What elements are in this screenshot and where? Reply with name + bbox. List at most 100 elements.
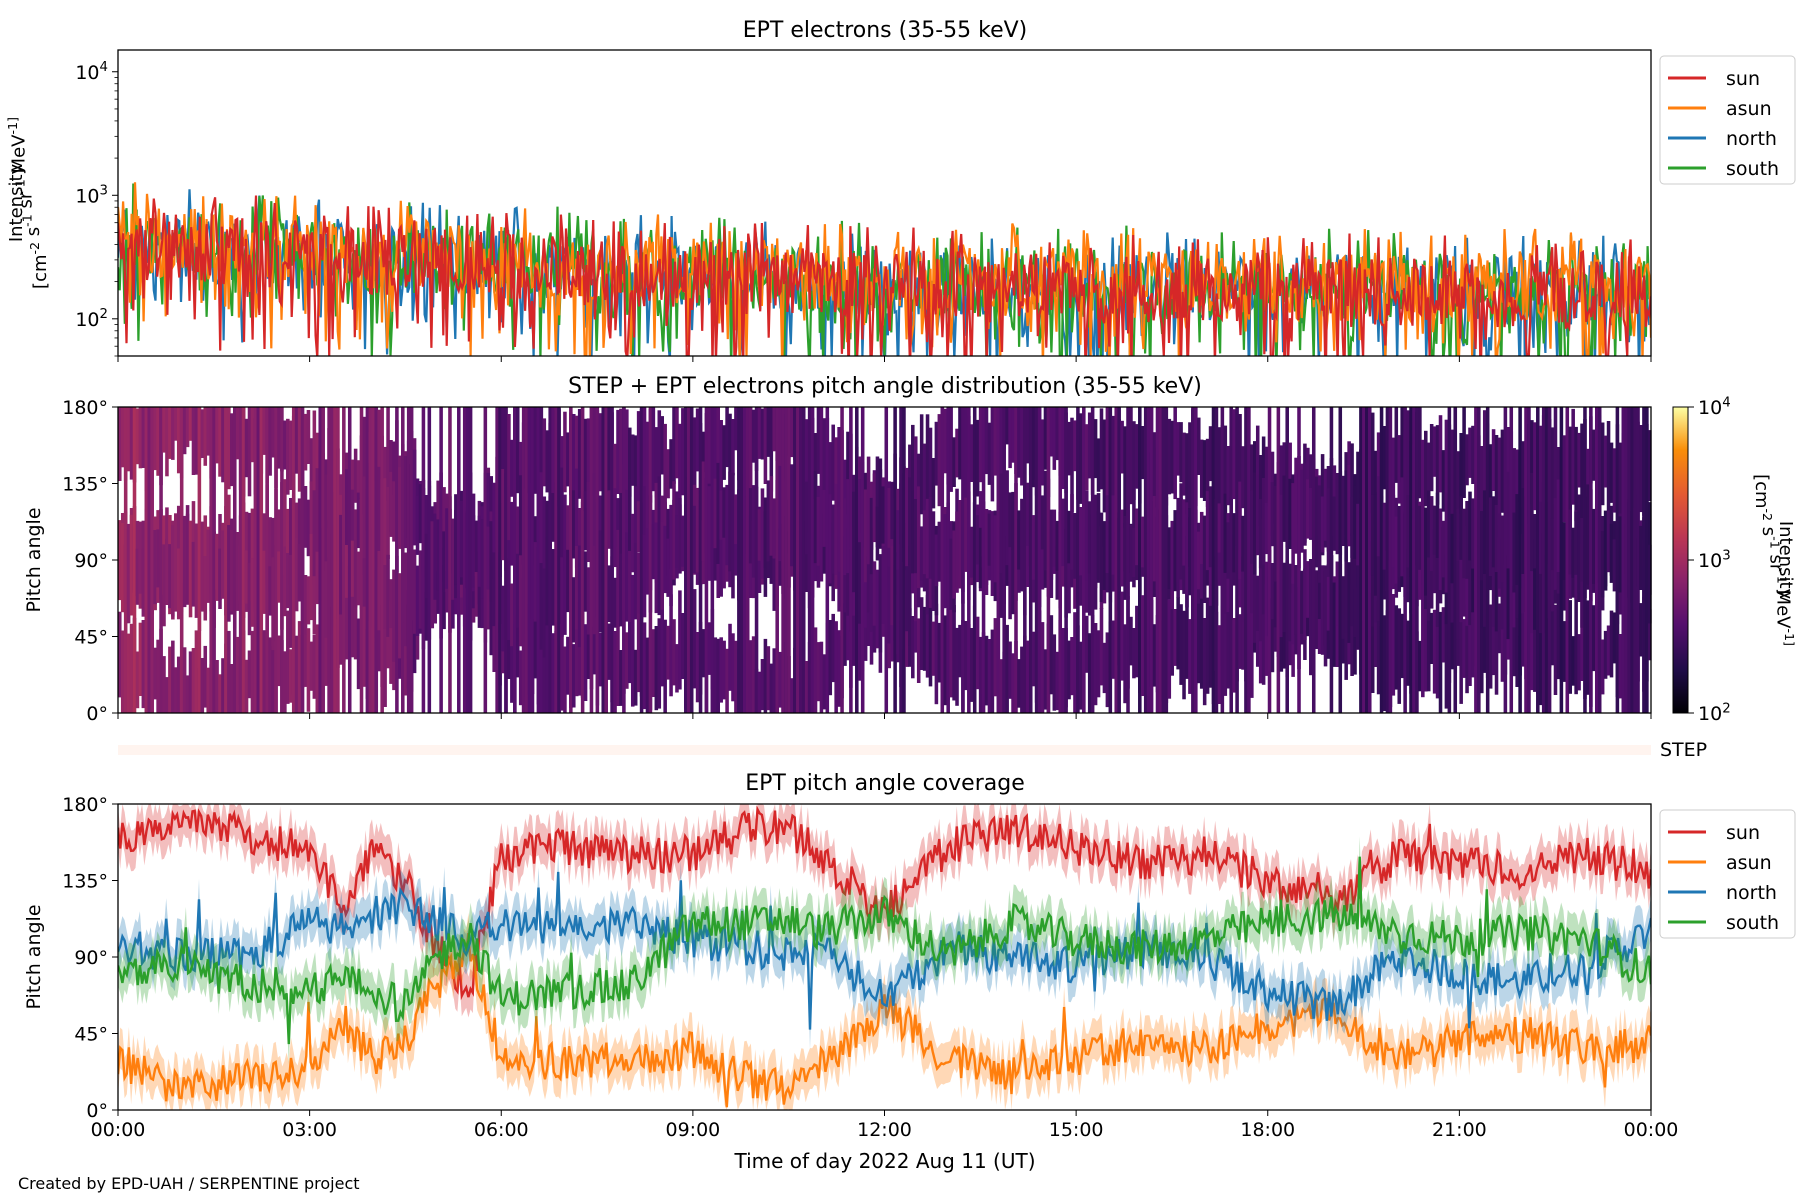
pad-cell (1123, 516, 1127, 600)
pad-cell (244, 550, 249, 604)
pad-cell (772, 498, 777, 559)
pad-cell (1373, 591, 1378, 667)
pad-cell (1270, 563, 1275, 620)
pad-cell (1550, 518, 1555, 571)
legend-label-south: south (1726, 912, 1779, 934)
pad-cell (801, 407, 806, 713)
pad-cell (1011, 491, 1015, 550)
pad-cell (1214, 407, 1219, 713)
pad-cell (1008, 518, 1012, 620)
pad-cell (1609, 442, 1614, 503)
pad-cell (660, 609, 664, 687)
pad-cell (1158, 407, 1163, 713)
pad-cell (197, 407, 202, 713)
pad-colorbar-ticks: 102 103 104 (1688, 395, 1731, 725)
pad-cell (1480, 511, 1484, 581)
pad-cell (978, 407, 983, 483)
pad-cell (350, 540, 355, 597)
pad-cell (415, 495, 420, 555)
pad-cell (1297, 407, 1301, 713)
pad-cell (919, 414, 924, 515)
pad-cell (451, 518, 455, 600)
pad-cell (1332, 582, 1337, 667)
pad-cell (1574, 593, 1578, 695)
pad-cell (1456, 451, 1460, 513)
pad-cell (353, 539, 358, 608)
intensity-x-ticks (117, 356, 1652, 362)
pad-cell (908, 545, 912, 646)
pad-cell (828, 442, 833, 523)
pad-cell (203, 407, 208, 466)
pad-cell (1533, 514, 1537, 569)
pad-cell (607, 490, 611, 549)
pad-cell (1459, 617, 1463, 704)
pad-cell (1429, 612, 1434, 664)
intensity-legend[interactable]: sun asun north south (1659, 55, 1796, 185)
pad-cell (1580, 598, 1584, 681)
pad-cell (165, 677, 169, 713)
pad-cell (259, 407, 264, 713)
pad-cell (1506, 427, 1511, 491)
pad-cell (1550, 604, 1555, 666)
pad-cell (804, 481, 809, 555)
pad-cell (563, 494, 567, 572)
pad-cell (1603, 435, 1608, 488)
pad-cell (174, 407, 178, 441)
pad-cell (1238, 414, 1242, 496)
pad-cell (1438, 611, 1443, 713)
pad-cell (840, 407, 844, 713)
pad-cell (1011, 407, 1015, 463)
pad-cell (1140, 426, 1145, 480)
pad-cell (1105, 495, 1110, 573)
pad-cell (294, 502, 299, 569)
pad-cell (1344, 537, 1348, 633)
coverage-y-ticks: 0° 45° 90° 135° 180° (62, 794, 118, 1122)
pad-cell (1412, 407, 1416, 713)
pad-cell (574, 415, 579, 477)
pad-cell (345, 559, 349, 660)
pad-cell (604, 407, 608, 713)
pad-cell (1482, 490, 1487, 574)
pad-cell (560, 624, 564, 711)
pad-cell (816, 407, 821, 474)
pad-cell (374, 407, 379, 713)
pad-cell (1217, 427, 1222, 522)
pad-cell (583, 551, 588, 612)
pad-cell (769, 476, 774, 556)
pad-cell (433, 513, 437, 600)
pad-cell (268, 517, 272, 592)
pad-cell (515, 506, 520, 571)
pad-cell (574, 468, 579, 568)
pad-cell (1409, 407, 1413, 713)
pad-cell (218, 548, 222, 609)
pad-cell (1182, 432, 1186, 496)
pad-cell (728, 413, 732, 489)
pad-cell (286, 508, 290, 560)
pad-cell (925, 548, 930, 615)
pad-cell (657, 410, 662, 511)
pad-cell (1043, 407, 1048, 470)
pad-cell (135, 408, 140, 465)
pad-cell (1255, 425, 1260, 517)
pad-cell (613, 488, 617, 568)
pad-cell (636, 552, 641, 614)
pad-cell (964, 497, 968, 572)
pad-cell (1208, 599, 1213, 688)
coverage-legend[interactable]: sun asun north south (1659, 809, 1796, 939)
pad-cell (713, 407, 718, 479)
pad-cell (486, 526, 491, 590)
pad-cell (740, 407, 744, 713)
pad-cell (925, 414, 930, 506)
pad-cell (1031, 407, 1036, 488)
pad-cell (1639, 425, 1643, 513)
footer-credit: Created by EPD-UAH / SERPENTINE project (18, 1174, 360, 1193)
pad-cell (695, 408, 700, 472)
pad-cell (822, 489, 827, 547)
pad-cell (551, 407, 555, 500)
pad-cell (1480, 604, 1484, 694)
pad-cell (990, 629, 995, 713)
pad-cell (159, 407, 163, 713)
pad-cell (1244, 407, 1248, 713)
pad-cell (1441, 607, 1446, 663)
pad-cell (1500, 596, 1505, 682)
